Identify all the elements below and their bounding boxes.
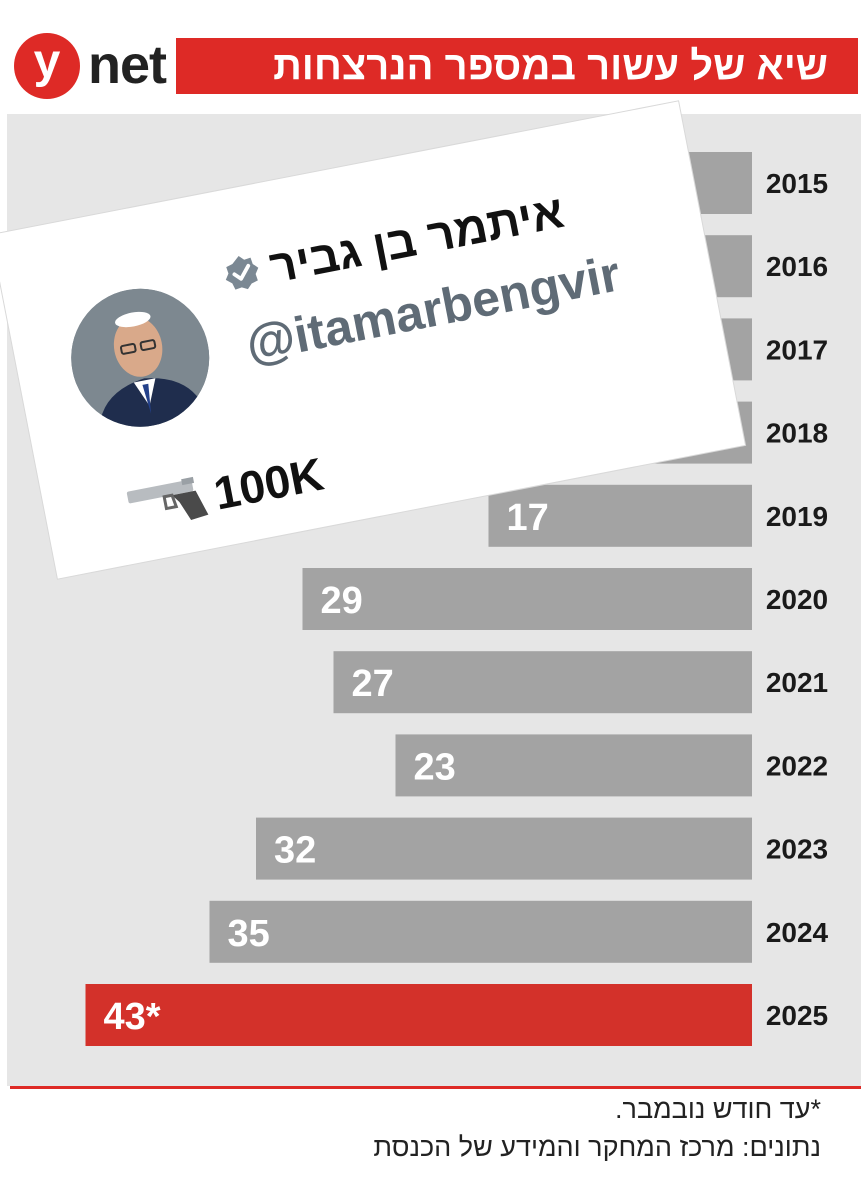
year-label: 2020 [766,584,828,615]
bar-2019 [488,484,752,547]
bar-value-label: 35 [228,913,270,955]
source-note: נתונים: מרכז המחקר והמידע של הכנסת [373,1132,821,1162]
pistol-icon [126,476,209,521]
year-label: 2019 [766,501,828,532]
logo-mark: y [14,33,80,99]
ynet-logo: y net [14,33,174,99]
year-label: 2016 [766,251,828,282]
title-banner: שיא של עשור במספר הנרצחות [176,38,858,94]
bar-value-label: 29 [321,580,363,622]
chart-title: שיא של עשור במספר הנרצחות [273,44,828,88]
bar-2021 [333,651,752,714]
year-label: 2023 [766,834,828,865]
year-label: 2022 [766,750,828,781]
bar-2020 [302,568,752,630]
year-label: 2024 [766,917,829,948]
year-label: 2015 [766,168,828,199]
bar-2022 [395,734,752,797]
tweet-name: איתמר בן גביר [218,184,568,303]
avatar-portrait-icon [59,276,222,439]
year-label: 2017 [766,334,828,365]
bar-2025 [85,984,752,1046]
logo-word: net [88,35,167,95]
footnote: *עד חודש נובמבר. [615,1094,821,1124]
bar-value-label: 17 [507,497,549,539]
avatar [59,276,222,439]
tweet-bio: 100K [121,447,328,538]
bar-value-label: 32 [274,830,316,872]
bar-value-label: 27 [352,663,394,705]
verified-badge-icon [225,256,259,290]
year-label: 2025 [766,1000,828,1031]
tweet-card: איתמר בן גביר @itamarbengvir 100K [0,101,745,579]
bar-value-label: 23 [414,746,456,788]
year-label: 2021 [766,667,828,698]
bottom-rule [10,1086,861,1089]
bar-value-label: 43* [104,996,161,1038]
tweet-bio-text: 100K [209,447,328,520]
bar-2024 [209,900,752,963]
year-label: 2018 [766,418,828,449]
bar-2023 [256,817,752,880]
header: y net שיא של עשור במספר הנרצחות [0,0,861,110]
